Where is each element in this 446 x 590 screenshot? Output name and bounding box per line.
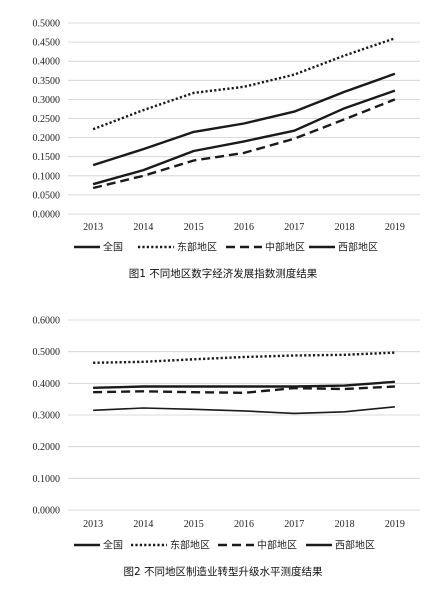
y-tick-label: 0.3500 bbox=[33, 76, 61, 87]
y-tick-label: 0.4500 bbox=[33, 38, 61, 49]
legend: 全国 东部地区 中部地区 西部地区 bbox=[74, 539, 375, 552]
x-tick-label: 2019 bbox=[385, 519, 405, 530]
y-tick-label: 0.4000 bbox=[33, 379, 61, 390]
y-tick-label: 0.1000 bbox=[33, 171, 61, 182]
series-line-3 bbox=[93, 385, 395, 394]
legend-label: 全国 bbox=[103, 241, 123, 254]
x-tick-label: 2016 bbox=[234, 222, 254, 233]
x-tick-label: 2017 bbox=[284, 222, 304, 233]
legend-label: 东部地区 bbox=[177, 241, 217, 254]
x-tick-label: 2018 bbox=[335, 222, 355, 233]
series-line-2 bbox=[93, 351, 395, 364]
x-tick-label: 2014 bbox=[133, 519, 153, 530]
y-tick-label: 0.3000 bbox=[33, 411, 61, 422]
y-tick-label: 0.2500 bbox=[33, 114, 61, 125]
x-tick-label: 2016 bbox=[234, 519, 254, 530]
x-tick-label: 2014 bbox=[133, 222, 153, 233]
series-line-4 bbox=[93, 406, 395, 415]
x-tick-label: 2015 bbox=[184, 519, 204, 530]
series-line-3 bbox=[92, 98, 396, 190]
series-line-1 bbox=[92, 72, 396, 167]
figure-caption: 图2 不同地区制造业转型升级水平测度结果 bbox=[123, 565, 323, 578]
series-line-2 bbox=[92, 37, 396, 131]
chart-2: 0.0000 0.1000 0.2000 0.3000 0.4000 0.5000 0.60… bbox=[33, 316, 420, 578]
legend-label: 中部地区 bbox=[265, 241, 305, 254]
y-tick-label: 0.5000 bbox=[33, 347, 61, 358]
figure-caption: 图1 不同地区数字经济发展指数测度结果 bbox=[129, 267, 318, 280]
legend-label: 西部地区 bbox=[335, 539, 375, 552]
legend-label: 中部地区 bbox=[257, 539, 297, 552]
legend-label: 西部地区 bbox=[338, 241, 378, 254]
series-line-4 bbox=[92, 89, 396, 186]
x-tick-label: 2013 bbox=[83, 519, 103, 530]
y-tick-label: 0.1000 bbox=[33, 474, 61, 485]
x-tick-label: 2019 bbox=[385, 222, 405, 233]
series-line-1 bbox=[93, 380, 395, 389]
legend-label: 全国 bbox=[103, 539, 123, 552]
y-tick-label: 0.0000 bbox=[33, 506, 61, 517]
chart-1: 0.0000 0.0500 0.1000 0.1500 0.2000 0.2500 0.30… bbox=[33, 19, 420, 280]
y-tick-label: 0.4000 bbox=[33, 57, 61, 68]
y-tick-label: 0.0000 bbox=[33, 210, 61, 221]
y-tick-label: 0.6000 bbox=[33, 316, 61, 327]
x-tick-label: 2015 bbox=[184, 222, 204, 233]
y-tick-label: 0.1500 bbox=[33, 152, 61, 163]
legend-label: 东部地区 bbox=[170, 539, 210, 552]
y-tick-label: 0.0500 bbox=[33, 190, 61, 201]
x-tick-label: 2017 bbox=[284, 519, 304, 530]
x-tick-label: 2018 bbox=[335, 519, 355, 530]
x-tick-label: 2013 bbox=[83, 222, 103, 233]
y-tick-label: 0.5000 bbox=[33, 19, 61, 30]
y-tick-label: 0.2000 bbox=[33, 133, 61, 144]
legend: 全国 东部地区 中部地区 西部地区 bbox=[74, 241, 378, 254]
y-tick-label: 0.2000 bbox=[33, 442, 61, 453]
y-tick-label: 0.3000 bbox=[33, 95, 61, 106]
